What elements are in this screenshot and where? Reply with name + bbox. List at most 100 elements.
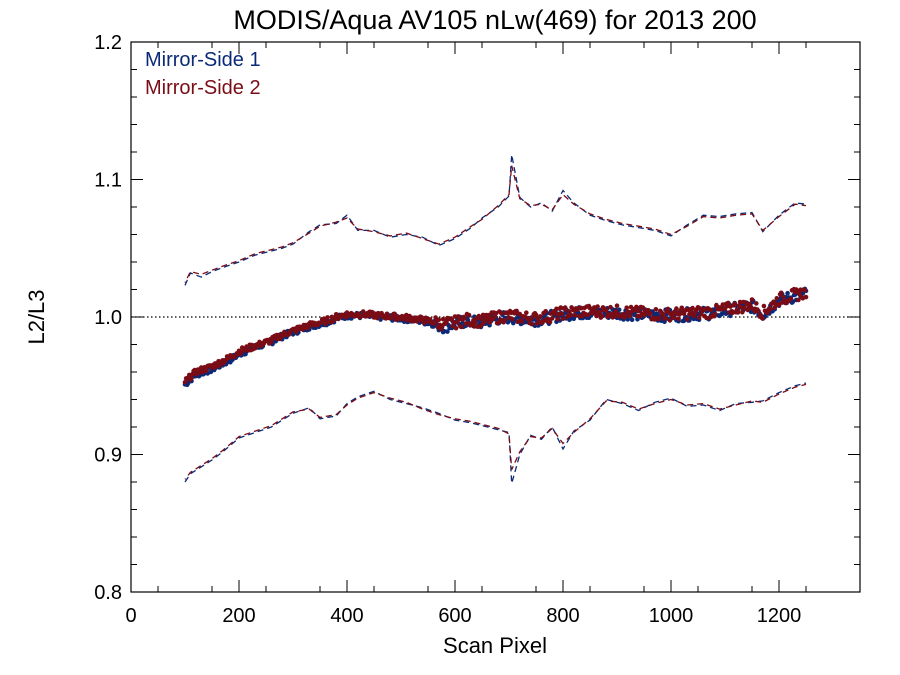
data-point-ms2 — [725, 300, 731, 306]
data-point-ms2 — [204, 368, 209, 373]
y-tick-label: 0.8 — [94, 582, 122, 604]
data-point-ms2 — [374, 315, 380, 321]
data-point-ms2 — [679, 305, 685, 311]
data-points-group — [182, 286, 809, 388]
data-point-ms2 — [392, 311, 397, 317]
data-point-ms2 — [433, 315, 438, 320]
x-tick-label: 1200 — [757, 605, 802, 627]
x-axis-label: Scan Pixel — [443, 633, 547, 658]
data-point-ms2 — [714, 302, 719, 308]
data-point-ms2 — [509, 316, 515, 322]
x-tick-label: 400 — [330, 605, 363, 627]
y-tick-label: 1.2 — [94, 32, 122, 54]
data-point-ms2 — [269, 339, 274, 345]
data-point-ms2 — [593, 309, 598, 314]
data-point-ms2 — [663, 315, 668, 321]
data-point-ms2 — [332, 316, 338, 322]
data-point-ms2 — [772, 305, 777, 310]
data-point-ms2 — [623, 313, 628, 319]
data-point-ms2 — [452, 314, 458, 319]
data-point-ms2 — [627, 313, 633, 319]
data-point-ms2 — [698, 311, 704, 317]
data-point-ms2 — [595, 304, 600, 309]
data-point-ms2 — [519, 319, 525, 324]
data-point-ms2 — [749, 297, 755, 302]
data-point-ms2 — [640, 305, 646, 310]
data-point-ms2 — [671, 315, 677, 321]
data-point-ms2 — [422, 320, 428, 325]
data-point-ms2 — [599, 313, 605, 318]
data-point-ms2 — [585, 312, 591, 318]
data-point-ms2 — [603, 308, 609, 313]
data-point-ms2 — [487, 320, 492, 325]
data-point-ms2 — [761, 303, 767, 309]
data-point-ms2 — [305, 325, 311, 331]
data-point-ms2 — [189, 376, 194, 381]
data-point-ms2 — [453, 325, 459, 331]
data-point-ms2 — [492, 314, 498, 320]
data-point-ms1 — [785, 290, 790, 296]
data-point-ms2 — [760, 316, 766, 321]
data-point-ms2 — [529, 321, 534, 327]
data-point-ms2 — [676, 316, 681, 322]
data-point-ms2 — [444, 320, 449, 326]
y-tick-label: 0.9 — [94, 445, 122, 467]
x-axis-ticks: 0 200 400 600 800 1000 1200 — [125, 42, 807, 627]
data-point-ms2 — [608, 304, 613, 310]
data-point-ms2 — [325, 315, 330, 320]
upper-envelope-1 — [184, 154, 807, 286]
x-tick-label: 800 — [546, 605, 579, 627]
upper-envelope-2 — [184, 165, 807, 283]
data-point-ms2 — [690, 305, 695, 311]
data-point-ms2 — [450, 323, 456, 329]
data-point-ms2 — [754, 301, 759, 306]
x-tick-label: 600 — [438, 605, 471, 627]
data-point-ms2 — [517, 311, 523, 317]
data-point-ms2 — [478, 316, 484, 322]
data-point-ms2 — [524, 310, 529, 316]
data-point-ms2 — [182, 380, 188, 385]
data-point-ms2 — [572, 312, 578, 318]
data-point-ms2 — [459, 324, 464, 330]
data-point-ms2 — [499, 311, 504, 316]
data-point-ms2 — [636, 308, 641, 314]
data-point-ms2 — [384, 311, 390, 317]
lower-envelope-2 — [184, 383, 807, 480]
data-point-ms2 — [656, 315, 662, 321]
data-point-ms2 — [472, 324, 477, 329]
y-tick-label: 1.1 — [94, 170, 122, 192]
data-point-ms2 — [803, 294, 809, 300]
data-point-ms2 — [481, 319, 487, 325]
data-point-ms2 — [667, 318, 673, 323]
data-point-ms2 — [533, 312, 539, 318]
data-point-ms2 — [462, 316, 468, 321]
y-tick-label: 1.0 — [94, 307, 122, 329]
data-point-ms2 — [781, 294, 786, 300]
lower-envelope-group — [184, 382, 807, 484]
data-point-ms2 — [543, 309, 548, 314]
data-point-ms2 — [684, 316, 690, 322]
x-tick-label: 0 — [125, 605, 136, 627]
data-point-ms2 — [735, 310, 741, 315]
y-axis-label: L2/L3 — [24, 289, 49, 344]
data-point-ms2 — [451, 320, 457, 325]
data-point-ms2 — [696, 315, 702, 320]
data-point-ms2 — [648, 311, 653, 316]
x-tick-label: 1000 — [649, 605, 694, 627]
legend-mirror-side-2: Mirror-Side 2 — [145, 77, 261, 99]
data-point-ms2 — [732, 301, 737, 307]
data-point-ms1 — [629, 317, 635, 323]
data-point-ms2 — [674, 306, 679, 311]
lower-envelope-1 — [184, 382, 807, 484]
data-point-ms2 — [646, 307, 651, 313]
data-point-ms1 — [445, 329, 450, 334]
chart-title: MODIS/Aqua AV105 nLw(469) for 2013 200 — [233, 5, 756, 35]
data-point-ms2 — [653, 307, 659, 312]
data-point-ms2 — [502, 317, 508, 323]
data-point-ms1 — [511, 320, 516, 326]
data-point-ms2 — [553, 311, 558, 317]
data-point-ms2 — [802, 288, 808, 293]
data-point-ms2 — [768, 306, 773, 312]
data-point-ms2 — [614, 303, 620, 309]
